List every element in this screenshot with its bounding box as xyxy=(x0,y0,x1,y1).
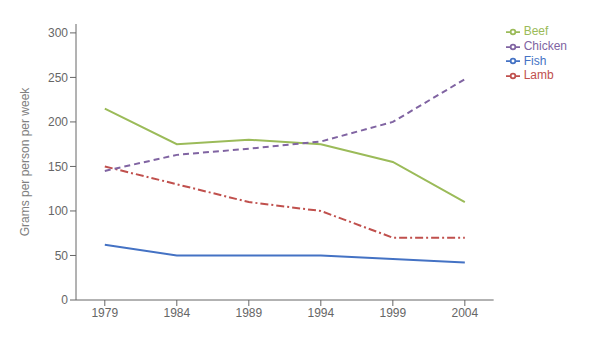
html-text:Fish: Fish xyxy=(523,53,547,68)
svg-text:300: 300 xyxy=(48,26,68,40)
svg-text:200: 200 xyxy=(48,115,68,129)
svg-text:1989: 1989 xyxy=(235,306,262,320)
svg-text:1984: 1984 xyxy=(163,306,190,320)
svg-text:Grams per person per week: Grams per person per week xyxy=(18,87,32,237)
html-text:Chicken: Chicken xyxy=(523,38,567,53)
svg-text:150: 150 xyxy=(48,160,68,174)
svg-text:1979: 1979 xyxy=(91,306,118,320)
svg-text:250: 250 xyxy=(48,71,68,85)
svg-text:50: 50 xyxy=(55,249,69,263)
svg-text:1999: 1999 xyxy=(379,306,406,320)
svg-text:0: 0 xyxy=(61,293,68,307)
html-text:Lamb: Lamb xyxy=(523,68,554,83)
svg-text:100: 100 xyxy=(48,204,68,218)
svg-text:1994: 1994 xyxy=(307,306,334,320)
html-text:Beef: Beef xyxy=(523,24,549,38)
svg-text:2004: 2004 xyxy=(451,306,478,320)
